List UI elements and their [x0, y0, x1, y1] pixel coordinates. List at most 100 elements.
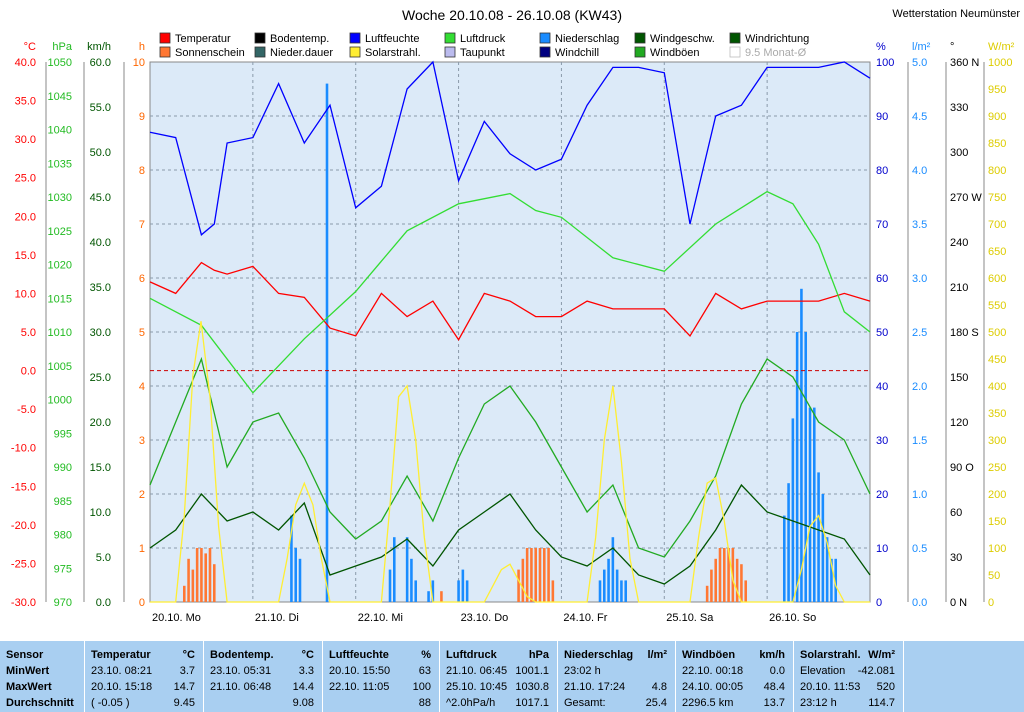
stats-value: 9.08 [292, 697, 314, 709]
bar [624, 580, 627, 602]
bar [538, 548, 542, 602]
solar-tick-label: 750 [988, 192, 1006, 204]
stats-label: 21.10. 06:48 [210, 681, 272, 693]
stats-label: 21.10. 06:45 [446, 665, 508, 677]
stats-label: ^2.0hPa/h [446, 697, 496, 709]
press-tick-label: 970 [54, 597, 72, 609]
stats-row: 20.10. 15:18 14.7 [91, 679, 199, 695]
press-tick-label: 1025 [48, 226, 72, 238]
bar [825, 537, 829, 602]
press-tick-label: 1020 [48, 260, 72, 272]
bar [427, 591, 430, 602]
legend-label: Windrichtung [745, 33, 809, 45]
rain-tick-label: 3.5 [912, 219, 927, 231]
stats-row: 21.10. 17:24 4.8 [564, 679, 671, 695]
stats-label: 20.10. 15:50 [329, 665, 391, 677]
stats-value: 520 [876, 681, 895, 693]
stats-value: 9.45 [173, 697, 195, 709]
stats-row: 25.10. 10:45 1030.8 [446, 679, 553, 695]
bar [551, 580, 555, 602]
solar-tick-label: 700 [988, 219, 1006, 231]
legend-label: 9.5 Monat-Ø [745, 47, 807, 59]
bar [521, 558, 525, 602]
dir-tick-label: 270 W [950, 192, 982, 204]
stats-value: 14.4 [292, 681, 314, 693]
hours-unit-label: h [139, 41, 145, 53]
hum-tick-label: 40 [876, 381, 888, 393]
legend-label: Temperatur [175, 33, 231, 45]
hum-unit-label: % [876, 41, 886, 53]
bar [804, 332, 807, 602]
wind-tick-label: 35.0 [90, 282, 111, 294]
stats-title: Windböen [682, 649, 736, 661]
wind-tick-label: 5.0 [96, 552, 111, 564]
stats-value: 63 [418, 665, 431, 677]
solar-tick-label: 800 [988, 165, 1006, 177]
stats-value: 48.4 [763, 681, 785, 693]
wind-tick-label: 30.0 [90, 327, 111, 339]
stats-value: 25.4 [645, 697, 667, 709]
press-tick-label: 1005 [48, 361, 72, 373]
stats-label: 24.10. 00:05 [682, 681, 744, 693]
bar [795, 332, 799, 602]
stats-value: 3.7 [179, 665, 195, 677]
press-tick-label: 1030 [48, 192, 72, 204]
hum-tick-label: 100 [876, 57, 894, 69]
dir-tick-label: 180 S [950, 327, 979, 339]
wind-unit-label: km/h [87, 41, 111, 53]
stats-value: 1017.1 [515, 697, 549, 709]
day-label: 20.10. Mo [152, 612, 201, 624]
dir-tick-label: 330 [950, 102, 968, 114]
hours-tick-label: 5 [139, 327, 145, 339]
stats-label: 22.10. 00:18 [682, 665, 744, 677]
bar [714, 558, 717, 602]
press-tick-label: 980 [54, 530, 72, 542]
stats-title: Temperatur [91, 649, 151, 661]
solar-unit-label: W/m² [988, 41, 1015, 53]
temp-tick-label: 35.0 [15, 96, 36, 108]
bar [431, 580, 435, 602]
hum-tick-label: 50 [876, 327, 888, 339]
stats-column: Temperatur °C 23.10. 08:21 3.7 20.10. 15:18 1… [85, 641, 204, 712]
stats-header: Temperatur °C [91, 647, 199, 663]
stats-title: Luftdruck [446, 649, 497, 661]
stats-label: 25.10. 10:45 [446, 681, 508, 693]
temp-tick-label: 10.0 [15, 288, 36, 300]
bar [213, 564, 216, 602]
stats-value: 114.7 [868, 697, 895, 709]
series-line-windben [149, 356, 871, 558]
press-tick-label: 985 [54, 496, 72, 508]
dir-unit-label: ° [950, 41, 954, 53]
stats-label: MaxWert [6, 681, 52, 693]
temp-tick-label: 0.0 [21, 366, 36, 378]
stats-label: 2296.5 km [682, 697, 734, 709]
press-tick-label: 1045 [48, 91, 72, 103]
legend-swatch [349, 32, 361, 44]
hum-tick-label: 60 [876, 273, 888, 285]
press-tick-label: 1035 [48, 158, 72, 170]
wind-tick-label: 0.0 [96, 597, 111, 609]
chart-title: Woche 20.10.08 - 26.10.08 (KW43) [402, 7, 622, 23]
temp-tick-label: 40.0 [15, 57, 36, 69]
bar [294, 548, 297, 602]
legend-swatch [254, 32, 266, 44]
bar [817, 472, 820, 602]
stats-row: 23:02 h [564, 663, 671, 679]
stats-unit: km/h [759, 649, 785, 661]
bar [405, 537, 409, 602]
stats-row: 20.10. 15:50 63 [329, 663, 435, 679]
stats-row: 20.10. 11:53 520 [800, 679, 899, 695]
hours-tick-label: 7 [139, 219, 145, 231]
series-line-solarstrahl [150, 321, 870, 603]
bar [598, 580, 602, 602]
wind-tick-label: 45.0 [90, 192, 111, 204]
stats-row: 2296.5 km 13.7 [682, 695, 789, 711]
rain-tick-label: 0.5 [912, 543, 927, 555]
stats-row: 23.10. 05:31 3.3 [210, 663, 318, 679]
temp-tick-label: -30.0 [11, 597, 36, 609]
stats-column: Sensor MinWert MaxWert Durchschnitt [0, 641, 85, 712]
wind-tick-label: 50.0 [90, 147, 111, 159]
bar [187, 558, 190, 602]
stats-label: 23.10. 08:21 [91, 665, 153, 677]
bar [718, 548, 722, 602]
